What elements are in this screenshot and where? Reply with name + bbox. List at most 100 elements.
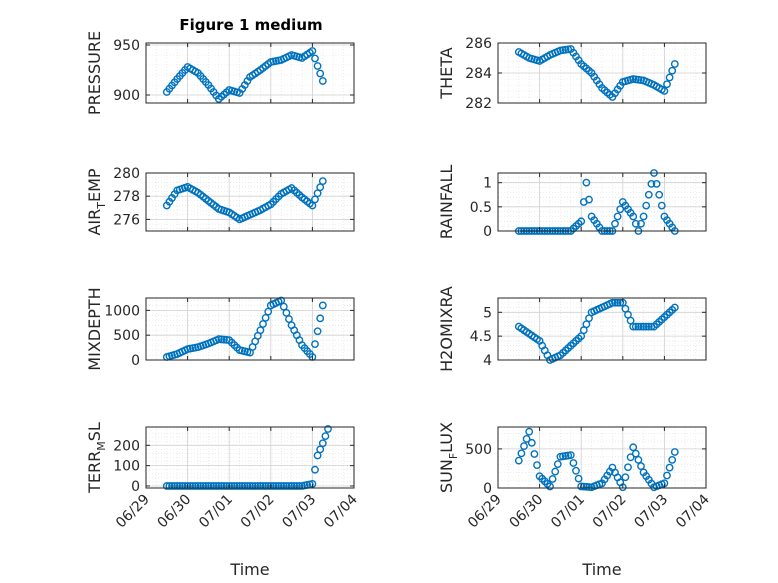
data-marker — [634, 322, 643, 331]
data-marker — [251, 482, 260, 490]
data-marker — [608, 298, 617, 307]
x-tick-label: 07/03 — [631, 492, 671, 532]
data-marker — [201, 482, 210, 490]
y-tick-label: 0 — [131, 353, 140, 369]
data-marker — [240, 482, 249, 490]
y-tick-label: 0 — [131, 479, 140, 495]
x-tick-label: 06/30 — [507, 492, 547, 532]
data-marker — [663, 471, 671, 480]
data-marker — [261, 482, 270, 490]
x-tick-label: 06/29 — [113, 492, 153, 532]
data-marker — [277, 482, 286, 490]
data-marker — [546, 482, 554, 491]
data-marker — [616, 298, 625, 307]
data-marker — [574, 474, 583, 483]
data-marker — [295, 482, 304, 490]
data-marker — [253, 482, 262, 490]
data-marker — [582, 482, 591, 491]
x-tick-label: 07/03 — [279, 492, 319, 532]
data-marker — [631, 219, 640, 228]
subplot-pressure: 900 950 PRESSURE — [85, 31, 355, 115]
data-marker — [525, 427, 534, 436]
data-marker — [655, 190, 664, 199]
data-marker — [629, 212, 638, 221]
y-tick-label: 4 — [483, 353, 492, 369]
subplot-theta: 282 284 286 THETA — [437, 36, 707, 112]
data-marker — [290, 482, 299, 490]
data-marker — [324, 425, 332, 433]
y-tick-label: 1 — [483, 176, 492, 192]
data-marker — [566, 451, 575, 460]
data-marker — [316, 314, 325, 323]
y-tick-label: 500 — [113, 328, 140, 344]
data-marker — [279, 302, 288, 311]
data-marker — [637, 322, 645, 331]
y-axis-label: PRESSURE — [85, 31, 104, 115]
y-axis-label: THETA — [437, 47, 456, 99]
data-marker — [194, 482, 202, 490]
y-axis-label: RAINFALL — [437, 165, 456, 240]
data-marker — [551, 467, 560, 476]
data-marker — [222, 482, 231, 490]
x-tick-label: 06/30 — [155, 492, 195, 532]
data-marker — [321, 432, 330, 441]
y-axis-label: SUNFLUX — [437, 422, 460, 493]
data-marker — [318, 301, 327, 310]
data-marker — [318, 439, 327, 448]
subplot-h2omixra: 4 4.5 5 H2OMIXRA — [437, 286, 707, 372]
y-tick-label: 286 — [465, 36, 492, 52]
data-marker — [170, 482, 179, 490]
data-marker — [269, 482, 278, 490]
data-marker — [214, 482, 223, 490]
y-tick-label: 278 — [113, 189, 140, 205]
data-marker — [220, 482, 228, 490]
data-marker — [660, 87, 669, 95]
data-marker — [647, 179, 656, 188]
axes-box — [145, 172, 355, 232]
data-marker — [585, 483, 593, 491]
y-tick-label: 0 — [483, 224, 492, 240]
y-axis-label: H2OMIXRA — [437, 286, 456, 372]
data-marker — [514, 456, 523, 465]
y-tick-label: 280 — [113, 166, 140, 182]
data-marker — [624, 463, 632, 472]
data-marker — [279, 482, 288, 490]
data-marker — [668, 66, 677, 75]
y-tick-label: 950 — [113, 38, 140, 54]
data-marker — [209, 482, 218, 490]
data-marker — [287, 482, 296, 490]
data-marker — [178, 482, 187, 490]
data-marker — [522, 435, 531, 443]
data-marker — [183, 482, 192, 490]
data-marker — [626, 453, 635, 462]
data-marker — [548, 475, 557, 483]
plot-area — [146, 173, 354, 231]
data-marker — [311, 465, 319, 474]
axes-box — [497, 297, 707, 361]
data-marker — [238, 482, 247, 490]
data-marker — [644, 322, 653, 331]
data-marker — [243, 482, 252, 490]
data-marker — [631, 322, 640, 331]
data-marker — [230, 482, 239, 490]
y-axis-label: AIRTEMP — [85, 168, 108, 235]
data-marker — [577, 482, 586, 491]
data-marker — [292, 482, 301, 490]
data-marker — [313, 62, 322, 70]
data-marker — [285, 482, 293, 490]
axes-box — [145, 297, 355, 361]
data-marker — [259, 482, 267, 490]
data-marker — [668, 455, 677, 464]
axes-box — [497, 172, 707, 232]
data-marker — [217, 482, 226, 490]
data-marker — [572, 466, 580, 475]
y-tick-label: 0 — [483, 481, 492, 497]
data-marker — [165, 482, 174, 490]
data-marker — [577, 217, 586, 226]
data-marker — [168, 482, 176, 490]
data-marker — [282, 482, 291, 490]
data-marker — [642, 201, 651, 210]
x-axis-label: Time — [581, 560, 621, 579]
y-tick-label: 0.5 — [470, 200, 492, 216]
